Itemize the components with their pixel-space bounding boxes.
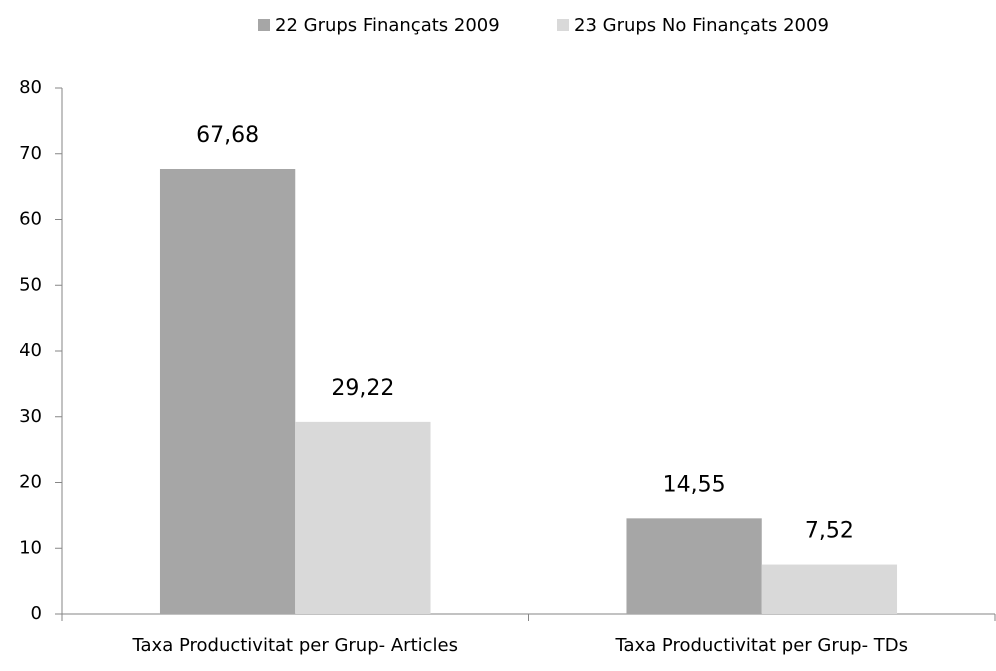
legend-label: 23 Grups No Finançats 2009 bbox=[574, 15, 829, 36]
y-tick-label: 10 bbox=[19, 537, 42, 558]
bar bbox=[295, 421, 431, 614]
bar bbox=[761, 564, 898, 614]
data-label: 7,52 bbox=[805, 519, 854, 544]
y-tick-label: 20 bbox=[19, 472, 42, 493]
data-label: 29,22 bbox=[331, 376, 394, 401]
legend-label: 22 Grups Finançats 2009 bbox=[275, 15, 500, 36]
y-tick-label: 30 bbox=[19, 406, 42, 427]
x-tick-label: Taxa Productivitat per Grup- Articles bbox=[132, 635, 458, 656]
y-tick-label: 60 bbox=[19, 209, 42, 230]
data-label: 67,68 bbox=[196, 123, 259, 148]
y-tick-label: 70 bbox=[19, 143, 42, 164]
y-tick-label: 40 bbox=[19, 340, 42, 361]
y-tick-label: 0 bbox=[31, 603, 42, 624]
legend-swatch bbox=[258, 19, 270, 31]
y-tick-label: 50 bbox=[19, 274, 42, 295]
data-label: 14,55 bbox=[663, 472, 726, 497]
bar bbox=[626, 518, 762, 614]
legend-swatch bbox=[557, 19, 569, 31]
y-tick-label: 80 bbox=[19, 77, 42, 98]
bar bbox=[159, 169, 296, 614]
x-tick-label: Taxa Productivitat per Grup- TDs bbox=[614, 635, 908, 656]
